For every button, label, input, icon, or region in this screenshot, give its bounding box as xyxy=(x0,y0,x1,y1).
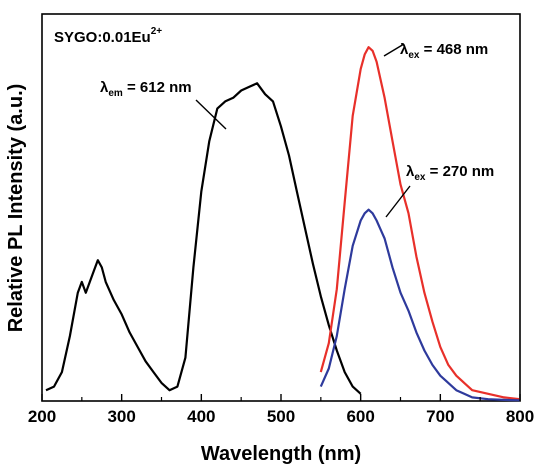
svg-text:λex = 270 nm: λex = 270 nm xyxy=(406,163,494,183)
plot-frame xyxy=(41,13,521,402)
x-tick-label-500: 500 xyxy=(267,407,295,426)
x-tick-label-600: 600 xyxy=(346,407,374,426)
annotation-ex468-pointer xyxy=(383,43,405,57)
series-layer xyxy=(45,46,521,402)
x-axis-minor-ticks xyxy=(81,397,481,401)
svg-text:λex = 468 nm: λex = 468 nm xyxy=(400,41,488,61)
x-tick-label-700: 700 xyxy=(426,407,454,426)
annotation-em: λem = 612 nm xyxy=(100,79,227,130)
svg-text:λem = 612 nm: λem = 612 nm xyxy=(100,79,192,99)
series-excitation xyxy=(45,82,362,395)
sample-label: SYGO:0.01Eu2+ xyxy=(54,26,162,46)
x-tick-label-400: 400 xyxy=(187,407,215,426)
series-emission-270 xyxy=(319,208,521,402)
annotation-ex270-pointer xyxy=(385,185,411,218)
annotation-ex270: λex = 270 nm xyxy=(385,163,494,218)
y-axis-title: Relative PL Intensity (a.u.) xyxy=(5,84,27,333)
x-tick-label-200: 200 xyxy=(28,407,56,426)
x-axis-ticks: 200 300 400 500 600 700 800 xyxy=(28,394,534,426)
annotation-em-pointer xyxy=(195,99,227,130)
series-emission-468 xyxy=(319,46,521,401)
annotation-ex468: λex = 468 nm xyxy=(383,41,488,61)
x-tick-label-300: 300 xyxy=(107,407,135,426)
x-axis-title: Wavelength (nm) xyxy=(201,443,361,465)
x-tick-label-800: 800 xyxy=(506,407,534,426)
